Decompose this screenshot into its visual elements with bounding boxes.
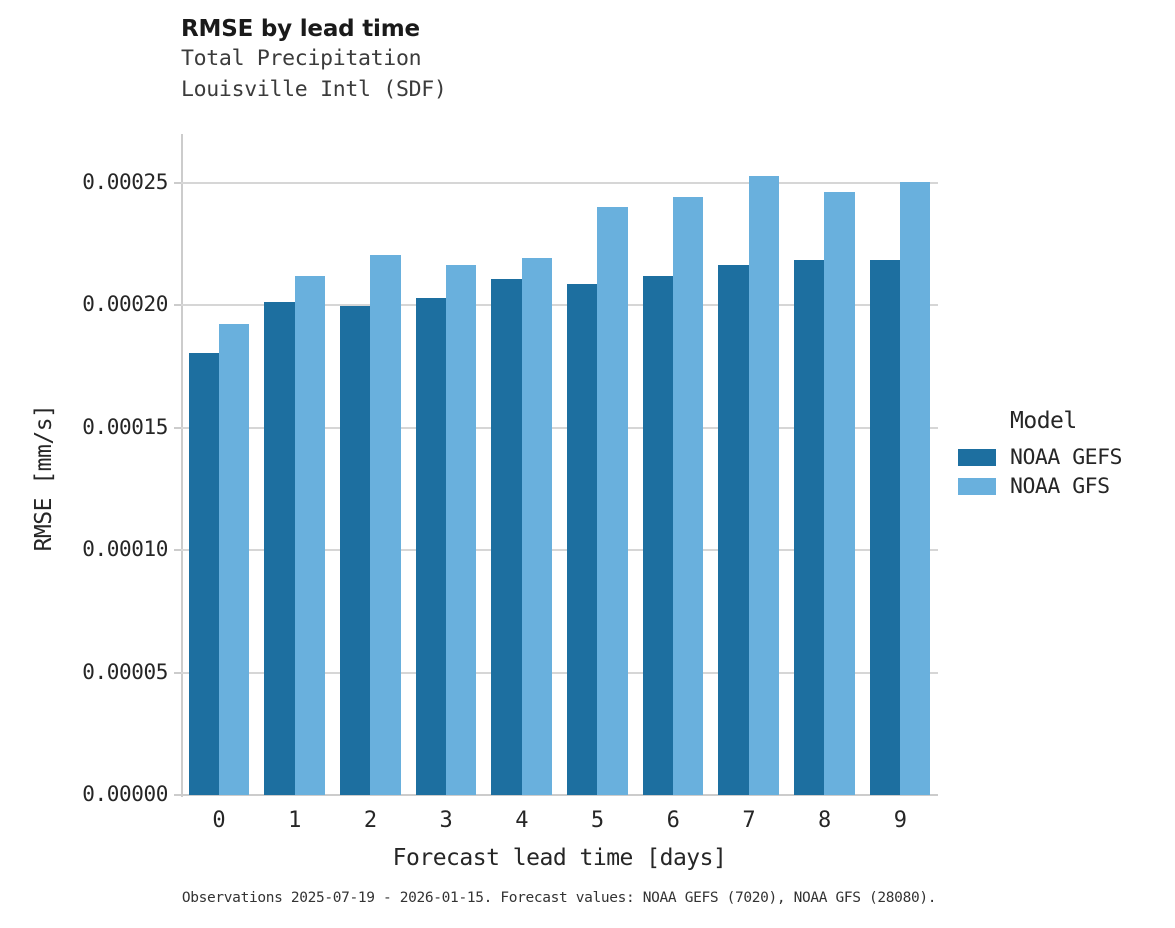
x-axis-tick-label: 5 — [590, 808, 604, 833]
x-axis-tick-label: 9 — [893, 808, 907, 833]
x-axis-tick-label: 2 — [363, 808, 377, 833]
bar-noaa-gfs-lead-7 — [748, 176, 780, 795]
y-axis-tick — [174, 304, 181, 307]
bar-noaa-gefs-lead-7 — [718, 265, 749, 795]
y-axis-tick-label: 0.00025 — [82, 169, 168, 194]
y-axis-tick — [174, 671, 181, 674]
y-axis-tick-label: 0.00005 — [82, 659, 168, 684]
bar-noaa-gfs-lead-8 — [824, 191, 855, 795]
legend-item-noaa-gfs[interactable]: NOAA GFS — [958, 472, 1173, 501]
chart-title: RMSE by lead time — [181, 16, 420, 42]
bar-noaa-gefs-lead-1 — [264, 302, 295, 795]
title-block: RMSE by lead time Total Precipitation Lo… — [181, 16, 941, 105]
legend-title: Model — [1010, 408, 1077, 434]
bar-noaa-gfs-lead-1 — [294, 275, 325, 795]
legend-label-noaa-gefs: NOAA GEFS — [1010, 445, 1123, 470]
x-axis-tick-label: 7 — [742, 808, 756, 833]
y-axis-tick — [174, 549, 181, 552]
gridline — [181, 671, 938, 674]
gridline — [181, 549, 938, 552]
bar-noaa-gefs-lead-3 — [415, 297, 446, 795]
y-axis-tick — [174, 794, 181, 796]
bar-noaa-gefs-lead-5 — [567, 284, 598, 795]
y-axis-line — [181, 134, 183, 797]
gridline — [181, 181, 938, 184]
y-axis-tick — [174, 181, 181, 184]
bar-noaa-gefs-lead-9 — [869, 260, 901, 795]
bar-noaa-gfs-lead-2 — [370, 255, 401, 795]
legend-item-noaa-gefs[interactable]: NOAA GEFS — [958, 443, 1173, 472]
bar-noaa-gfs-lead-0 — [218, 323, 250, 795]
y-axis-tick — [174, 426, 181, 429]
x-axis-tick-label: 4 — [515, 808, 529, 833]
y-axis-tick-label: 0.00010 — [82, 537, 168, 562]
x-axis-title: Forecast lead time [days] — [392, 845, 727, 871]
gridline — [181, 304, 938, 307]
y-axis-tick-label: 0.00020 — [82, 292, 168, 317]
y-axis-tick-label: 0.00015 — [82, 414, 168, 439]
bar-noaa-gfs-lead-6 — [673, 196, 704, 795]
bar-noaa-gefs-lead-2 — [339, 306, 371, 795]
bar-noaa-gefs-lead-0 — [188, 352, 219, 795]
bar-noaa-gefs-lead-6 — [642, 275, 674, 795]
bar-noaa-gfs-lead-9 — [900, 181, 931, 795]
footnote: Observations 2025-07-19 - 2026-01-15. Fo… — [181, 890, 937, 906]
chart-subtitle-variable: Total Precipitation — [181, 46, 422, 71]
bar-noaa-gefs-lead-4 — [491, 278, 522, 795]
y-axis-title: RMSE [mm/s] — [31, 404, 57, 552]
legend-label-noaa-gfs: NOAA GFS — [1010, 474, 1110, 499]
x-axis-tick-label: 3 — [439, 808, 453, 833]
bar-noaa-gefs-lead-8 — [794, 259, 825, 795]
legend-swatch-icon-noaa-gfs — [958, 478, 996, 495]
x-axis-line — [181, 794, 938, 796]
plot-area — [181, 134, 938, 795]
chart-subtitle-station: Louisville Intl (SDF) — [181, 77, 447, 102]
x-axis-tick-label: 8 — [818, 808, 831, 833]
x-axis-tick-label: 1 — [288, 808, 301, 833]
x-axis-tick-label: 6 — [666, 808, 680, 833]
bar-noaa-gfs-lead-5 — [597, 207, 628, 795]
bar-noaa-gfs-lead-3 — [445, 265, 477, 795]
legend: Model NOAA GEFS NOAA GFS — [958, 408, 1173, 501]
y-axis-tick-label: 0.00000 — [82, 782, 168, 806]
gridline — [181, 426, 938, 429]
legend-swatch-icon-noaa-gefs — [958, 449, 996, 466]
x-axis-tick-label: 0 — [212, 808, 226, 833]
bar-noaa-gfs-lead-4 — [521, 258, 552, 795]
